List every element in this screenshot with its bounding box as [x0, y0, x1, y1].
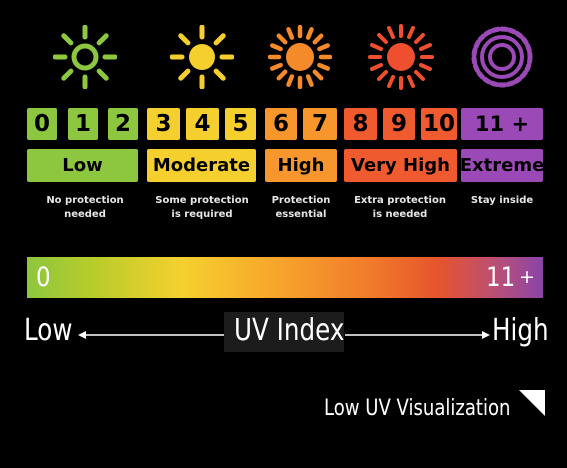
gradient-max-suffix: +	[519, 266, 535, 288]
uv-number-8: 8	[344, 108, 377, 140]
gradient-max-label: 11	[486, 262, 516, 293]
corner-triangle-icon	[519, 390, 545, 421]
level-low: Low	[27, 149, 138, 182]
uv-number-5: 5	[225, 108, 256, 140]
uv-number-7: 7	[303, 108, 337, 140]
axis-center-label: UV Index	[234, 313, 345, 348]
level-moderate: Moderate	[147, 149, 256, 182]
level-low-description: No protection needed	[46, 195, 124, 220]
level-high: High	[265, 149, 337, 182]
sun-icon	[170, 25, 234, 89]
uv-number-2: 2	[108, 108, 138, 140]
arrow-right-icon	[345, 328, 490, 346]
gradient-min-label: 0	[36, 262, 51, 293]
uv-number-11-plus: 11 +	[461, 108, 543, 140]
level-moderate-description: Some protection is required	[155, 195, 249, 220]
level-very-high-description: Extra protection is needed	[354, 195, 446, 220]
sun-ring-icon	[469, 24, 535, 90]
level-high-description: Protection essential	[271, 195, 331, 220]
footer-title: Low UV Visualization	[324, 396, 511, 421]
axis-low-label: Low	[24, 313, 73, 348]
axis-high-label: High	[492, 313, 549, 348]
sun-outline-icon	[53, 25, 117, 89]
uv-number-9: 9	[383, 108, 415, 140]
uv-number-0: 0	[27, 108, 57, 140]
uv-gradient-bar	[27, 257, 543, 298]
uv-number-3: 3	[147, 108, 180, 140]
arrow-left-icon	[78, 328, 224, 346]
uv-number-1: 1	[68, 108, 98, 140]
sun-icon	[268, 25, 332, 89]
level-extreme: Extreme	[460, 149, 544, 182]
sun-icon	[368, 24, 434, 90]
level-extreme-description: Stay inside	[470, 195, 534, 206]
uv-number-4: 4	[186, 108, 219, 140]
level-very-high: Very High	[344, 149, 457, 182]
uv-number-6: 6	[265, 108, 297, 140]
axis-center-box	[224, 312, 344, 352]
uv-number-10: 10	[421, 108, 457, 140]
